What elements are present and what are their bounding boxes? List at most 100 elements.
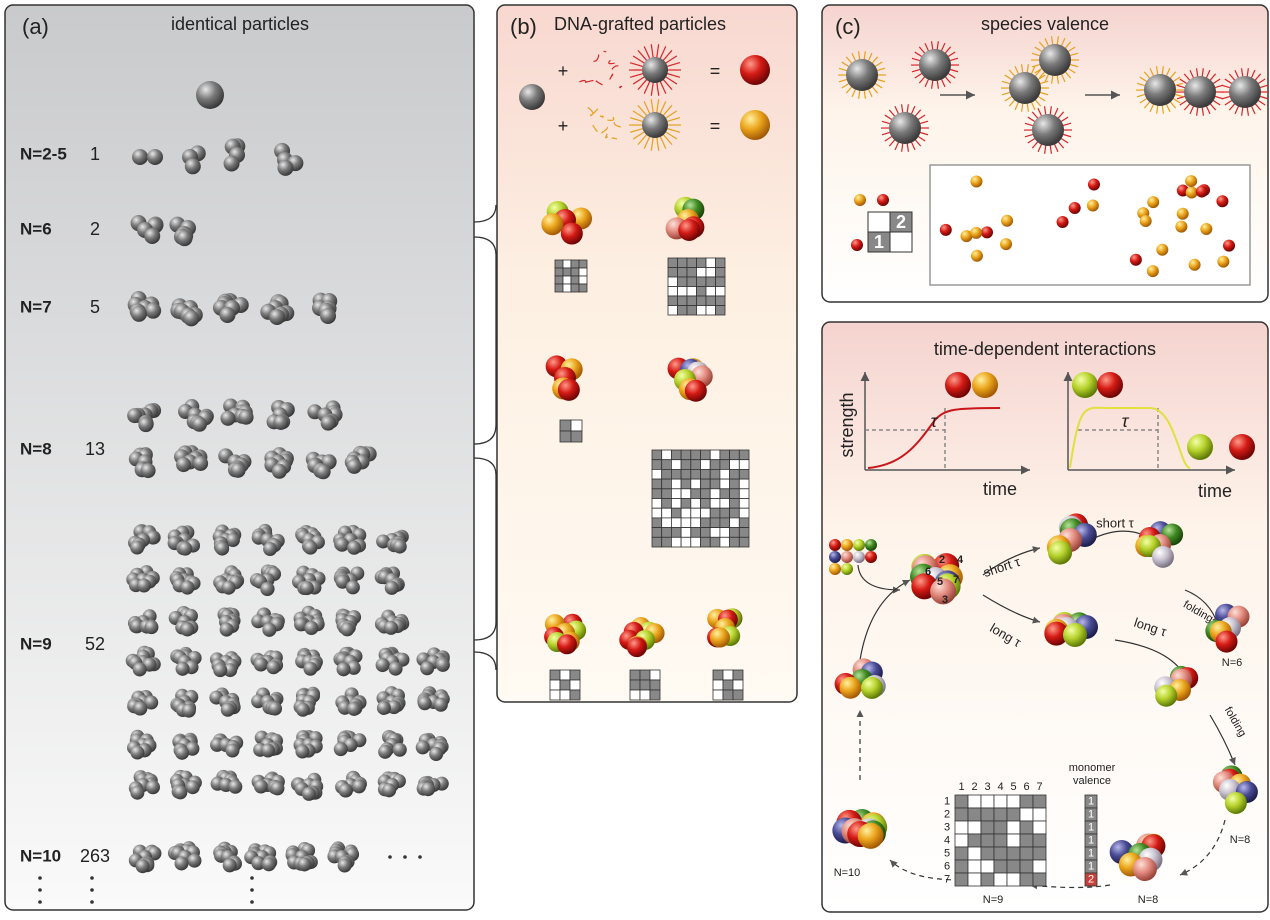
matrix-cell — [555, 284, 563, 292]
matrix-cell — [681, 460, 691, 470]
row-count: 2 — [90, 219, 100, 239]
sphere — [337, 662, 351, 676]
sphere — [1217, 256, 1229, 268]
sphere — [136, 859, 150, 873]
matrix-cell — [701, 489, 711, 499]
sphere — [421, 782, 435, 796]
sphere — [261, 744, 275, 758]
matrix-cell — [671, 489, 681, 499]
matrix-cell — [640, 680, 650, 690]
matrix-cell — [560, 420, 571, 431]
sphere — [193, 456, 208, 471]
row-count: 1 — [90, 144, 100, 164]
sphere — [1175, 221, 1187, 233]
matrix-cell — [678, 287, 688, 297]
sphere — [1032, 114, 1064, 146]
matrix-cell — [652, 528, 662, 538]
matrix-label: 1 — [874, 232, 884, 252]
sphere — [642, 112, 668, 138]
sphere — [231, 463, 246, 478]
sphere — [685, 380, 707, 402]
sphere — [254, 657, 268, 671]
panel-label: (a) — [22, 14, 49, 39]
matrix-cell — [681, 469, 691, 479]
symbol: + — [558, 61, 569, 81]
sphere — [176, 457, 191, 472]
sphere — [320, 308, 336, 324]
sphere — [137, 579, 151, 593]
sphere — [296, 703, 310, 717]
matrix-cell — [710, 479, 720, 489]
matrix-cell — [730, 499, 740, 509]
matrix-cell — [652, 508, 662, 518]
sphere — [138, 417, 153, 432]
row-label: N=6 — [20, 219, 52, 238]
matrix-cell — [716, 306, 726, 316]
sphere — [861, 677, 883, 699]
sphere — [1000, 238, 1012, 250]
sphere — [1039, 44, 1071, 76]
sphere — [851, 239, 863, 251]
sphere — [841, 551, 853, 563]
matrix-cell — [571, 276, 579, 284]
matrix-cell — [701, 460, 711, 470]
matrix-cell — [716, 287, 726, 297]
sphere — [263, 542, 277, 556]
sphere — [829, 563, 841, 575]
matrix-cell — [1020, 834, 1033, 847]
matrix-cell — [560, 431, 571, 442]
row-label: N=10 — [20, 846, 61, 865]
matrix-row: 5 — [944, 847, 950, 859]
matrix-cell — [955, 834, 968, 847]
sphere — [228, 780, 242, 794]
matrix-cell — [678, 258, 688, 268]
sphere — [295, 745, 309, 759]
matrix-cell — [668, 287, 678, 297]
matrix-cell — [1033, 834, 1046, 847]
sphere — [302, 787, 316, 801]
matrix-cell — [706, 258, 716, 268]
panel-label: (c) — [835, 14, 861, 39]
sphere — [347, 459, 362, 474]
row-count: 52 — [85, 634, 105, 654]
matrix-cell — [701, 508, 711, 518]
matrix-cell — [720, 450, 730, 460]
matrix-column: 7 — [1036, 781, 1042, 793]
sphere — [561, 223, 583, 245]
axis-label: time — [1198, 481, 1232, 501]
bracket — [474, 237, 496, 444]
sphere — [1152, 546, 1174, 568]
matrix-cell — [579, 284, 587, 292]
matrix-cell — [994, 873, 1007, 886]
axis-label: strength — [837, 392, 857, 457]
matrix-cell — [706, 296, 716, 306]
matrix-cell — [1033, 795, 1046, 808]
sphere — [335, 538, 349, 552]
matrix-cell — [720, 528, 730, 538]
sphere — [436, 658, 450, 672]
matrix-cell — [555, 276, 563, 284]
matrix-cell — [652, 499, 662, 509]
panel-label: (b) — [510, 14, 537, 39]
matrix-cell — [720, 508, 730, 518]
matrix-cell — [560, 690, 570, 700]
valence-value: 1 — [1088, 795, 1094, 807]
matrix-cell — [716, 277, 726, 287]
panel-title: species valence — [981, 14, 1109, 34]
matrix-cell — [668, 277, 678, 287]
matrix-cell — [739, 508, 749, 518]
matrix-cell — [968, 795, 981, 808]
matrix-cell — [1033, 873, 1046, 886]
sphere — [1147, 265, 1159, 277]
matrix-cell — [720, 469, 730, 479]
sphere — [981, 226, 993, 238]
matrix-cell — [691, 528, 701, 538]
sphere — [1189, 259, 1201, 271]
matrix-cell — [579, 260, 587, 268]
sphere — [176, 662, 190, 676]
sphere — [180, 622, 194, 636]
matrix-cell — [701, 469, 711, 479]
matrix-cell — [687, 258, 697, 268]
matrix-cell — [563, 276, 571, 284]
symbol: + — [558, 116, 569, 136]
